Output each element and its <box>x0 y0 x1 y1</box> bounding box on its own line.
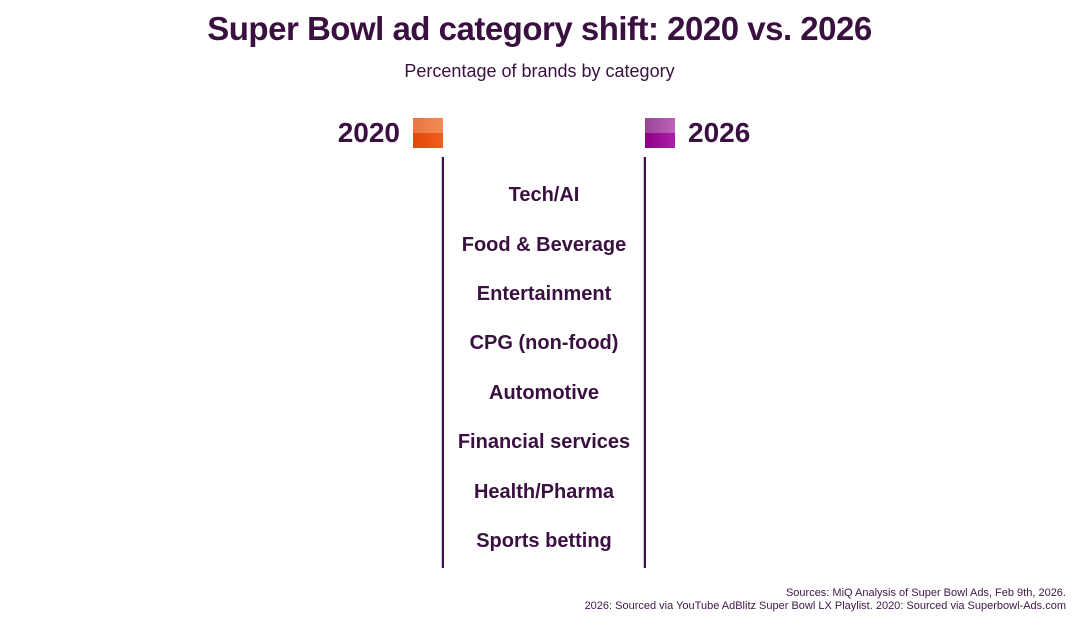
category-label: Health/Pharma <box>473 481 615 503</box>
chart-title: Super Bowl ad category shift: 2020 vs. 2… <box>207 10 872 47</box>
legend-2020-swatch-icon <box>413 118 443 148</box>
legend-2026-swatch-icon <box>645 118 675 148</box>
chart-subtitle: Percentage of brands by category <box>404 61 675 81</box>
legend-2026: 2026 <box>645 118 750 148</box>
baseline-2020-axis <box>442 157 444 568</box>
category-label: Automotive <box>489 382 599 404</box>
source-line-2: 2026: Sourced via YouTube AdBlitz Super … <box>584 600 1066 612</box>
source-note: Sources: MiQ Analysis of Super Bowl Ads,… <box>585 587 1066 613</box>
baseline-2026-axis <box>644 157 646 568</box>
category-label: Financial services <box>457 431 631 453</box>
legend-2020-label: 2020 <box>337 117 400 148</box>
category-label: Food & Beverage <box>461 234 627 256</box>
category-label: Sports betting <box>476 530 612 552</box>
legend-2020: 2020 <box>0 118 443 148</box>
category-label: CPG (non-food) <box>469 332 619 354</box>
category-label: Tech/AI <box>508 184 580 206</box>
category-label: Entertainment <box>476 283 612 305</box>
source-line-1: Sources: MiQ Analysis of Super Bowl Ads,… <box>785 587 1066 599</box>
legend-2026-label: 2026 <box>688 117 751 148</box>
